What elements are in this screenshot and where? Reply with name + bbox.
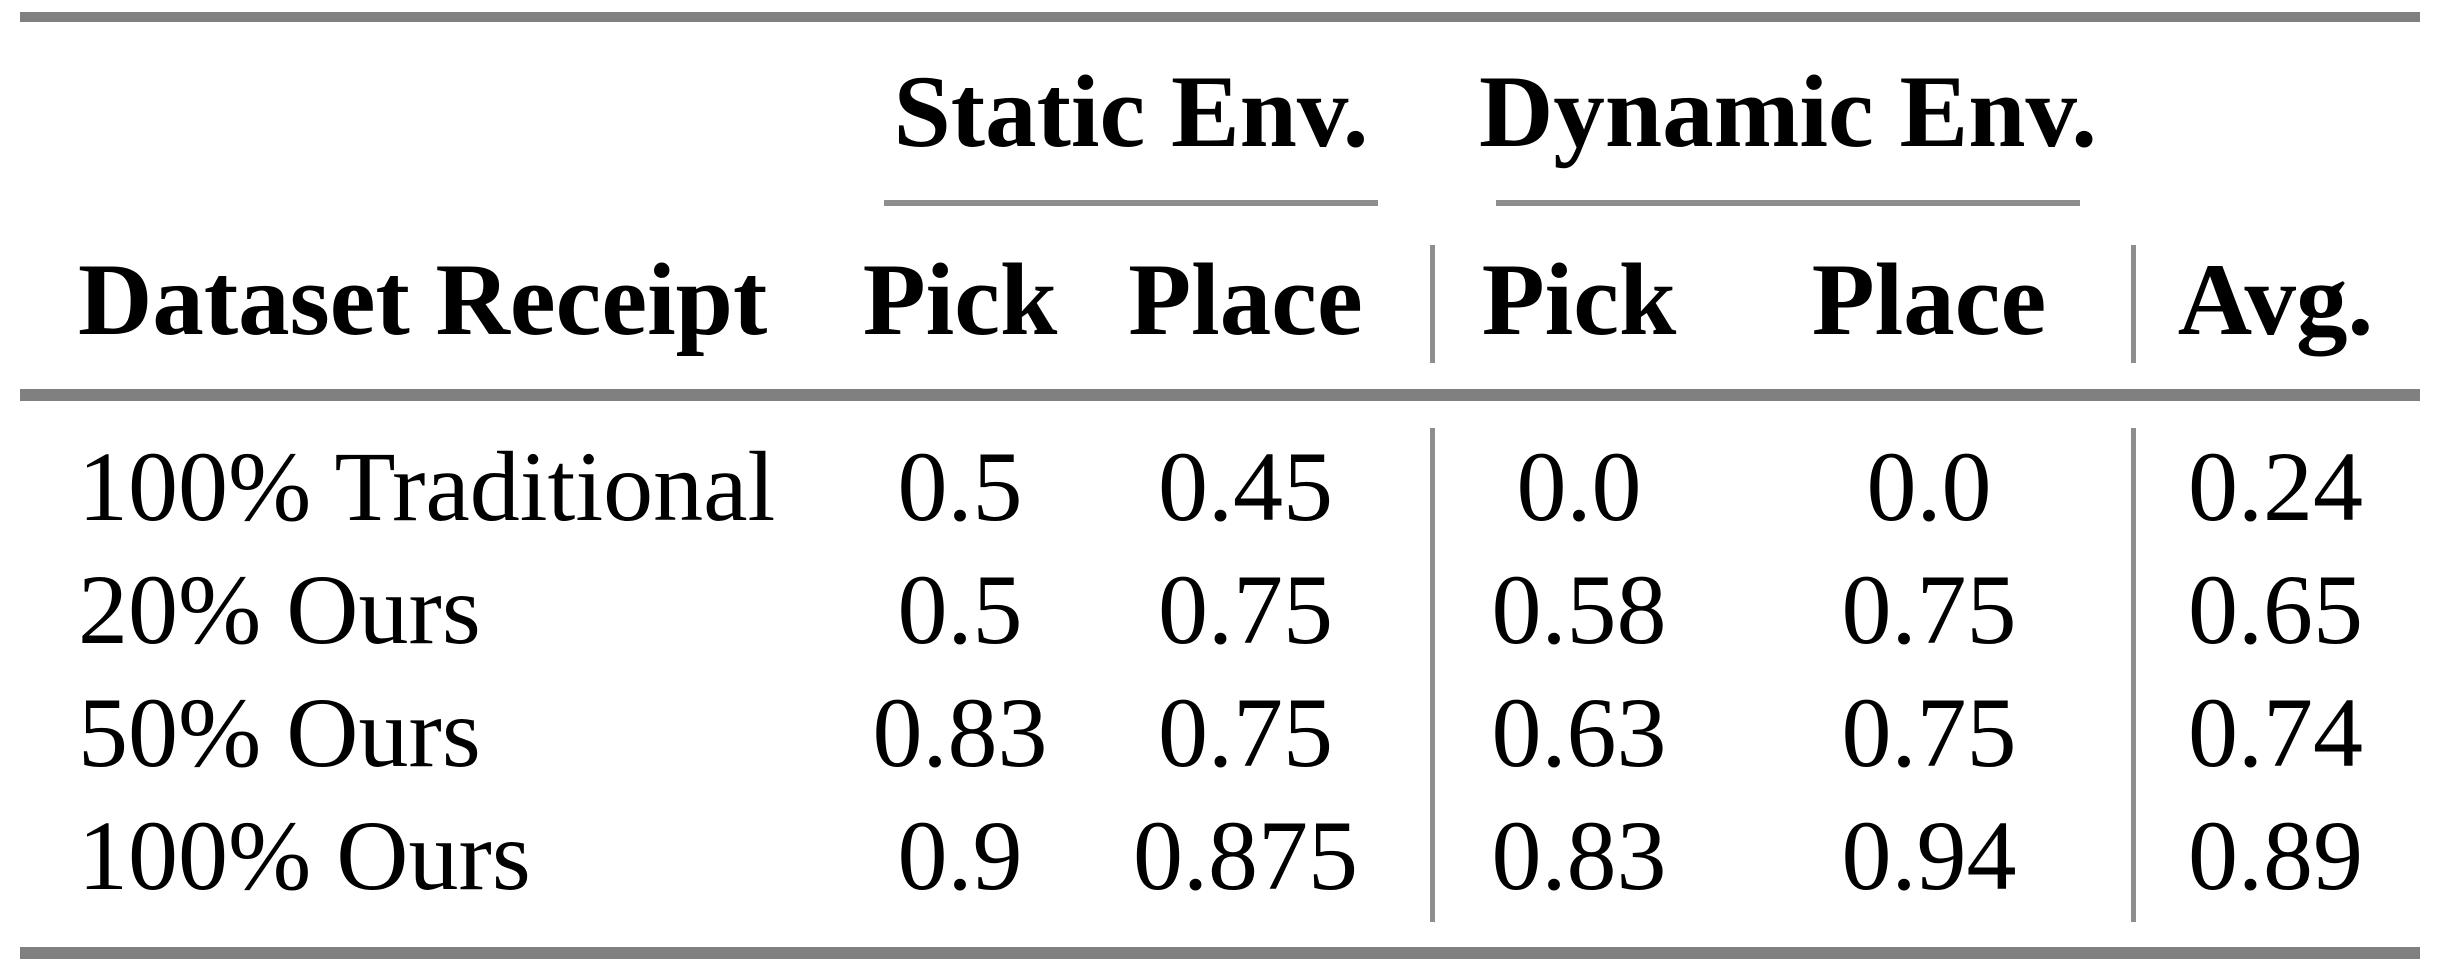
- row-label: 50% Ours: [78, 676, 481, 788]
- static-pick-value: 0.9: [897, 799, 1023, 911]
- column-header-static-pick: Pick: [862, 242, 1058, 357]
- dynamic-place-value: 0.75: [1841, 676, 2017, 788]
- static-place-value: 0.75: [1158, 553, 1333, 665]
- avg-value: 0.24: [2188, 430, 2363, 542]
- column-header-static-place: Place: [1128, 242, 1363, 357]
- separator-static-dynamic-body: [1430, 428, 1435, 922]
- top-rule: [20, 12, 2420, 22]
- table-row: 100% Ours 0.9 0.875 0.83 0.94 0.89: [20, 794, 2420, 917]
- avg-value: 0.89: [2188, 799, 2363, 911]
- table-row: 20% Ours 0.5 0.75 0.58 0.75 0.65: [20, 548, 2420, 671]
- dynamic-pick-value: 0.0: [1516, 430, 1642, 542]
- avg-value: 0.65: [2188, 553, 2363, 665]
- dynamic-place-value: 0.0: [1866, 430, 1992, 542]
- dynamic-group-underline: [1496, 200, 2080, 206]
- group-header-dynamic-env: Dynamic Env.: [1478, 55, 2098, 169]
- column-header-row: Dataset Receipt Pick Place Pick Place Av…: [20, 235, 2420, 365]
- column-header-avg: Avg.: [2177, 242, 2374, 357]
- group-header-static-env: Static Env.: [893, 55, 1369, 169]
- static-group-underline: [884, 200, 1378, 206]
- dynamic-pick-value: 0.83: [1491, 799, 1667, 911]
- bottom-rule: [20, 947, 2420, 959]
- column-header-dataset-receipt: Dataset Receipt: [78, 242, 768, 357]
- column-header-dynamic-pick: Pick: [1481, 242, 1677, 357]
- static-pick-value: 0.83: [872, 676, 1048, 788]
- row-label: 20% Ours: [78, 553, 481, 665]
- separator-dynamic-avg-header: [2131, 245, 2136, 363]
- dynamic-place-value: 0.94: [1841, 799, 2017, 911]
- static-pick-value: 0.5: [897, 553, 1023, 665]
- row-label: 100% Traditional: [78, 430, 776, 542]
- dynamic-pick-value: 0.58: [1491, 553, 1667, 665]
- column-header-dynamic-place: Place: [1811, 242, 2047, 357]
- table-row: 100% Traditional 0.5 0.45 0.0 0.0 0.24: [20, 425, 2420, 548]
- dynamic-place-value: 0.75: [1841, 553, 2017, 665]
- static-pick-value: 0.5: [897, 430, 1023, 542]
- separator-dynamic-avg-body: [2131, 428, 2136, 922]
- static-place-value: 0.45: [1158, 430, 1333, 542]
- static-place-value: 0.875: [1133, 799, 1358, 911]
- static-place-value: 0.75: [1158, 676, 1333, 788]
- table-row: 50% Ours 0.83 0.75 0.63 0.75 0.74: [20, 671, 2420, 794]
- header-rule: [20, 389, 2420, 401]
- separator-static-dynamic-header: [1430, 245, 1435, 363]
- dynamic-pick-value: 0.63: [1491, 676, 1667, 788]
- row-label: 100% Ours: [78, 799, 531, 911]
- avg-value: 0.74: [2188, 676, 2363, 788]
